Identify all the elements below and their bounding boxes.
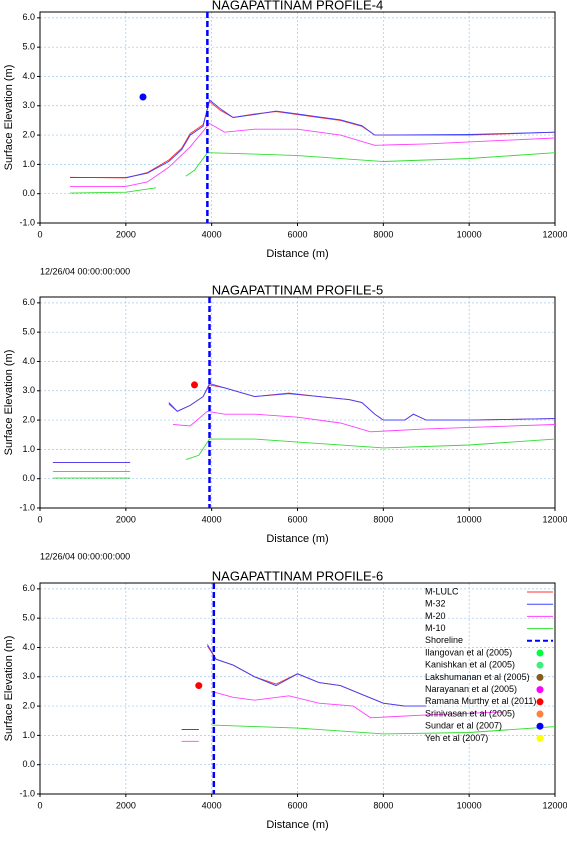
x-axis-label: Distance (m) (266, 248, 328, 260)
timestamp: 12/26/04 00:00:00:000 (40, 266, 130, 276)
legend-label: Narayanan et al (2005) (425, 684, 517, 694)
y-tick-label: 6.0 (22, 583, 35, 593)
x-tick-label: 10000 (457, 514, 482, 524)
x-tick-label: 8000 (373, 800, 393, 810)
y-tick-label: 5.0 (22, 42, 35, 52)
x-tick-label: 4000 (202, 514, 222, 524)
y-tick-label: 2.0 (22, 129, 35, 139)
chart-panel: NAGAPATTINAM PROFILE-4 -1.0 0.0 1.0 2.0 3.0 4.… (3, 0, 567, 276)
x-tick-label: 10000 (457, 800, 482, 810)
legend-label: M-20 (425, 611, 446, 621)
legend-label: Ilangovan et al (2005) (425, 647, 512, 657)
series-line (69, 152, 556, 194)
legend-swatch (536, 686, 544, 694)
legend-swatch (536, 710, 544, 718)
x-tick-label: 2000 (116, 514, 136, 524)
plot-frame (39, 582, 556, 795)
x-tick-label: 8000 (373, 229, 393, 239)
x-tick-label: 6000 (287, 514, 307, 524)
observation-point (195, 682, 203, 690)
y-tick-label: 1.0 (22, 444, 35, 454)
chart-title: NAGAPATTINAM PROFILE-5 (212, 282, 383, 297)
legend-label: M-10 (425, 623, 446, 633)
legend-label: Lakshumanan et al (2005) (425, 672, 530, 682)
x-axis-label: Distance (m) (266, 533, 328, 545)
y-tick-label: 2.0 (22, 700, 35, 710)
legend-label: Ramana Murthy et al (2011) (425, 696, 536, 706)
x-tick-label: 0 (37, 514, 42, 524)
legend-swatch (536, 698, 544, 706)
x-tick-label: 4000 (202, 229, 222, 239)
y-tick-label: 0.0 (22, 759, 35, 769)
series-line (211, 724, 556, 735)
legend-label: Shoreline (425, 635, 463, 645)
series-line (181, 644, 427, 730)
y-tick-label: 3.0 (22, 385, 35, 395)
y-tick-label: 6.0 (22, 297, 35, 307)
x-axis-label: Distance (m) (266, 819, 328, 831)
series-line (181, 690, 504, 742)
legend-label: M-LULC (425, 586, 459, 596)
y-tick-label: 2.0 (22, 414, 35, 424)
y-axis-label: Surface Elevation (m) (3, 350, 15, 456)
observation-point (139, 93, 147, 101)
y-tick-label: 4.0 (22, 642, 35, 652)
chart-panel: NAGAPATTINAM PROFILE-6 -1.0 0.0 1.0 2.0 3.0 4.… (3, 568, 567, 841)
x-tick-label: 12000 (542, 514, 567, 524)
x-tick-label: 6000 (287, 800, 307, 810)
y-tick-label: 5.0 (22, 613, 35, 623)
x-tick-label: 2000 (116, 800, 136, 810)
y-tick-label: -1.0 (19, 217, 35, 227)
x-tick-label: 2000 (116, 229, 136, 239)
x-tick-label: 6000 (287, 229, 307, 239)
x-tick-label: 0 (37, 800, 42, 810)
y-tick-label: 0.0 (22, 473, 35, 483)
observation-point (191, 381, 198, 389)
y-tick-label: -1.0 (19, 788, 35, 798)
y-tick-label: -1.0 (19, 502, 35, 512)
y-tick-label: 1.0 (22, 730, 35, 740)
x-tick-label: 8000 (373, 514, 393, 524)
legend-swatch (536, 734, 544, 742)
legend-swatch (536, 649, 544, 657)
legend-label: Sundar et al (2007) (425, 721, 502, 731)
y-tick-label: 6.0 (22, 12, 35, 22)
legend-label: Yeh et al (2007) (425, 733, 488, 743)
x-tick-label: 12000 (542, 800, 567, 810)
plot-frame (39, 11, 556, 224)
chart-title: NAGAPATTINAM PROFILE-6 (212, 568, 383, 583)
legend-swatch (536, 673, 544, 681)
y-tick-label: 3.0 (22, 671, 35, 681)
x-tick-label: 4000 (202, 800, 222, 810)
timestamp: 12/26/04 00:00:00:000 (40, 551, 130, 561)
series-line (52, 438, 556, 479)
series-line (70, 99, 556, 179)
x-tick-label: 12000 (542, 229, 567, 239)
y-tick-label: 1.0 (22, 159, 35, 169)
series-line (52, 410, 556, 472)
y-tick-label: 0.0 (22, 188, 35, 198)
legend-swatch (536, 722, 544, 730)
legend-label: Kanishkan et al (2005) (425, 660, 515, 670)
y-axis-label: Surface Elevation (m) (3, 636, 15, 742)
y-axis-label: Surface Elevation (m) (3, 65, 15, 171)
y-tick-label: 5.0 (22, 327, 35, 337)
y-tick-label: 3.0 (22, 100, 35, 110)
x-tick-label: 0 (37, 229, 42, 239)
y-tick-label: 4.0 (22, 356, 35, 366)
y-tick-label: 4.0 (22, 71, 35, 81)
x-tick-label: 10000 (457, 229, 482, 239)
chart-title: NAGAPATTINAM PROFILE-4 (212, 0, 383, 12)
series-line (52, 382, 556, 464)
legend-label: M-32 (425, 599, 446, 609)
legend-swatch (536, 661, 544, 669)
series-line (70, 122, 556, 187)
plot-frame (39, 296, 556, 509)
chart-panel: NAGAPATTINAM PROFILE-5 -1.0 0.0 1.0 2.0 3.0 4.… (3, 282, 567, 561)
legend-label: Srinivasan et al (2005) (425, 708, 515, 718)
